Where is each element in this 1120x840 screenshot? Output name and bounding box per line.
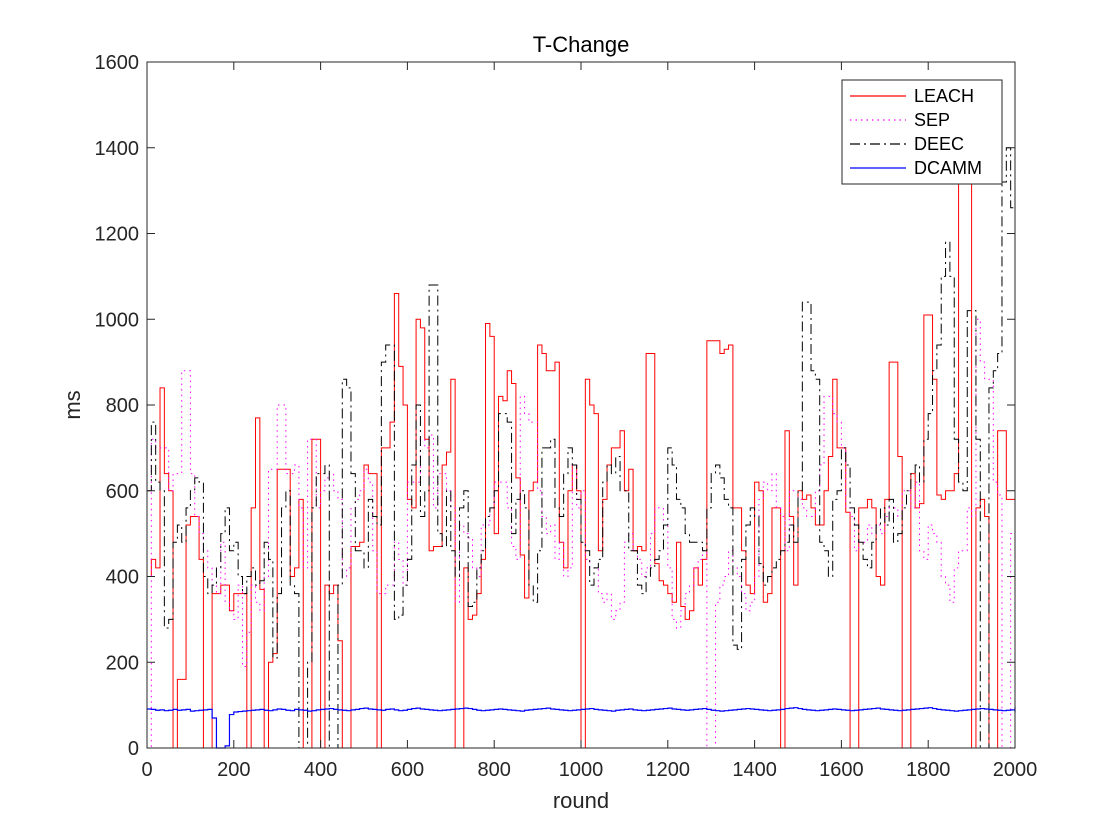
legend-label-deec: DEEC: [914, 134, 964, 154]
y-tick-label: 800: [106, 395, 139, 417]
x-tick-label: 1400: [732, 759, 777, 781]
y-tick-label: 1000: [95, 309, 140, 331]
legend-label-sep: SEP: [914, 110, 950, 130]
x-tick-label: 1000: [559, 759, 604, 781]
x-tick-label: 400: [304, 759, 337, 781]
y-tick-label: 1200: [95, 224, 140, 246]
x-tick-label: 800: [478, 759, 511, 781]
y-tick-label: 1400: [95, 138, 140, 160]
y-axis-label: ms: [60, 390, 85, 419]
x-tick-label: 0: [141, 759, 152, 781]
y-tick-label: 600: [106, 481, 139, 503]
x-tick-label: 2000: [993, 759, 1038, 781]
y-tick-label: 1600: [95, 52, 140, 74]
legend: LEACH SEP DEEC DCAMM: [841, 79, 1003, 185]
y-tick-label: 200: [106, 652, 139, 674]
chart-title: T-Change: [533, 32, 630, 57]
y-tick-label: 0: [128, 738, 139, 760]
x-axis-label: round: [553, 788, 609, 813]
legend-label-dcamm: DCAMM: [914, 158, 982, 178]
x-tick-label: 200: [217, 759, 250, 781]
y-tick-label: 400: [106, 567, 139, 589]
ticks-layer: 0 200 400 600 800 1000 1200 1400 1600 1800 2000 0 20…: [95, 52, 1038, 781]
x-tick-label: 1600: [819, 759, 864, 781]
x-tick-label: 1800: [906, 759, 951, 781]
legend-label-leach: LEACH: [914, 86, 974, 106]
legend-box: [841, 79, 1003, 185]
x-tick-label: 600: [391, 759, 424, 781]
x-tick-label: 1200: [646, 759, 691, 781]
